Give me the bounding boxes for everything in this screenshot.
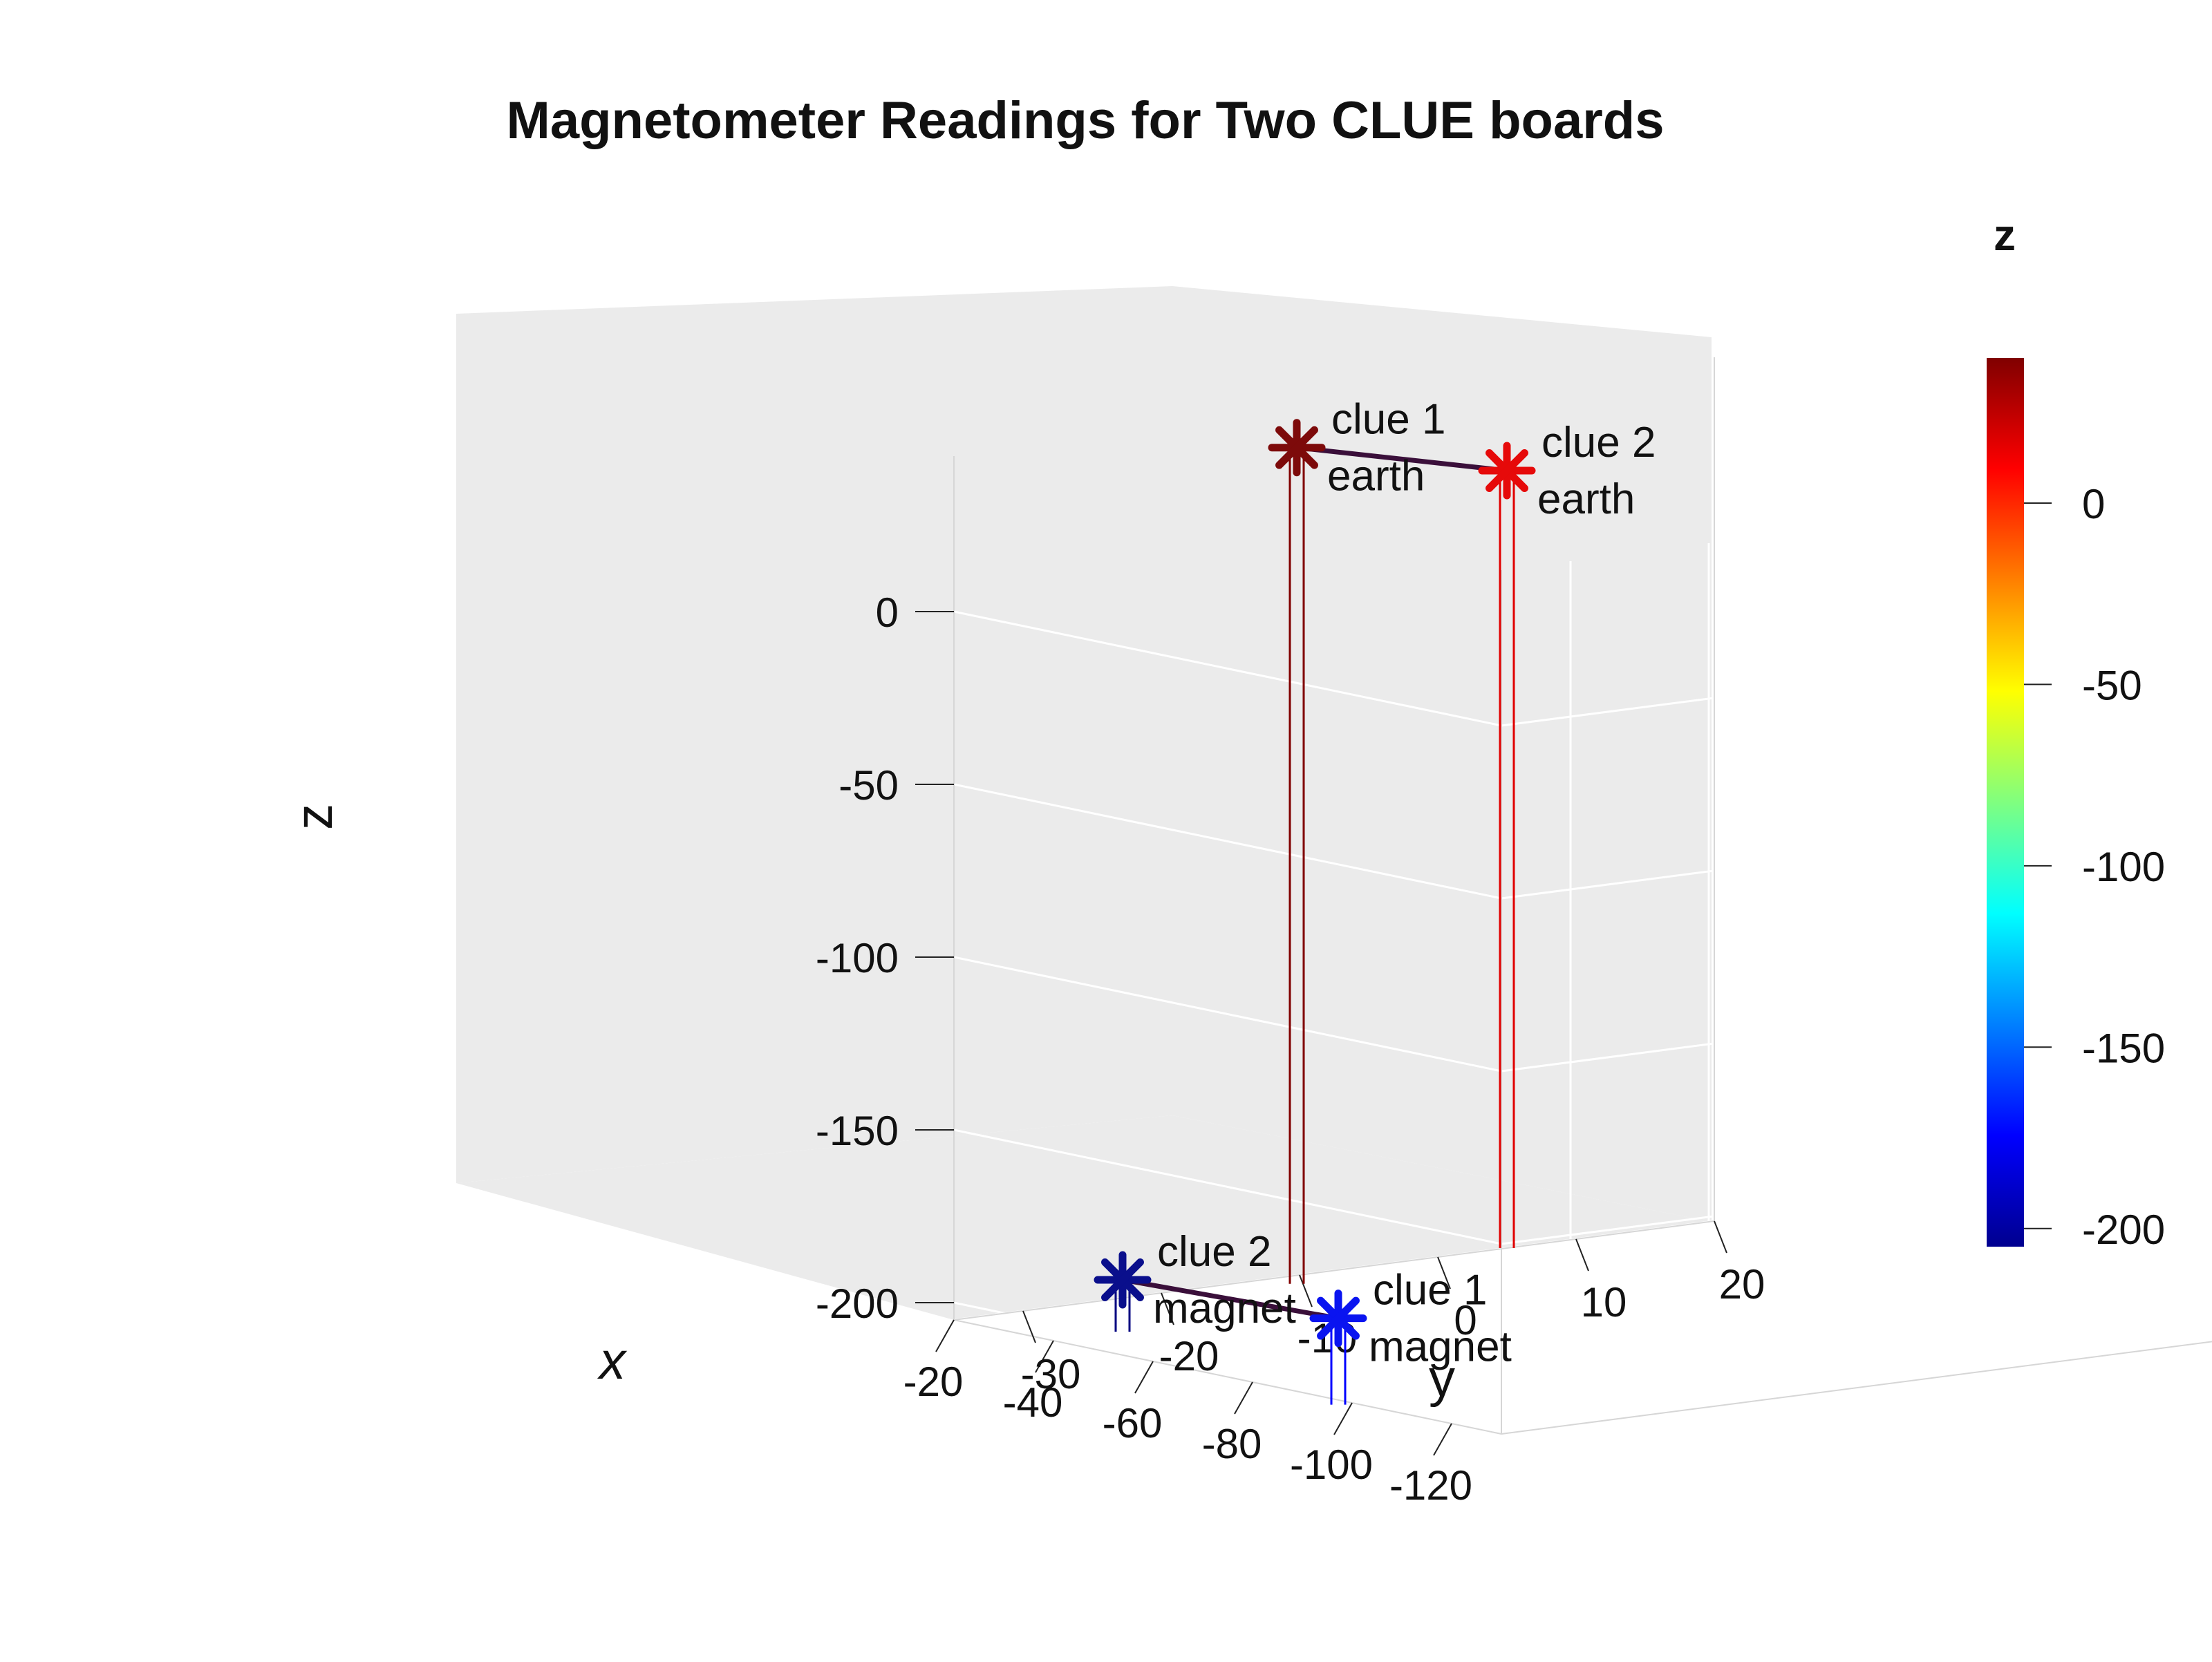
y-tick (1437, 1256, 1451, 1290)
axis-edge (953, 1319, 1502, 1435)
x-tick (1234, 1381, 1253, 1415)
x-tick (1333, 1402, 1353, 1435)
axis-edge (1501, 1341, 2212, 1435)
point-label: magnet (1369, 1323, 1512, 1371)
grid-line-z (1501, 977, 2212, 1073)
y-tick (1161, 1292, 1174, 1325)
colorbar-ticks: 0 -50 -100 -150 -200 (2024, 481, 2165, 1253)
asterisk-stroke (1101, 1258, 1144, 1301)
plot-panes (456, 286, 1712, 1320)
colorbar-title: z (1994, 210, 2016, 260)
grid-line-x (1053, 1240, 1815, 1342)
y-tick-label: 10 (1581, 1279, 1627, 1325)
point-label: clue 1 (1331, 396, 1445, 444)
x-tick-label: -100 (1290, 1442, 1373, 1488)
grid-line-z (1501, 1150, 2212, 1245)
back-wall-left (456, 286, 1172, 1183)
axis-edge (953, 1220, 1715, 1321)
colorbar-tick-label: 0 (2082, 481, 2105, 527)
point-label: clue 2 (1541, 419, 1656, 466)
grid-line-y (1575, 1238, 2124, 1354)
colorbar-tick-label: -150 (2082, 1025, 2165, 1071)
grid-line-z (953, 1301, 1502, 1418)
grid-line-y (1714, 1220, 2212, 1326)
asterisk-marker (1309, 1290, 1367, 1348)
point-label: earth (1327, 453, 1425, 500)
axes: 0-50-100-150-200-120-100-80-60-40-20 -30-… (816, 357, 2212, 1509)
grid-line-z (953, 956, 1502, 1073)
y-tick (1714, 1220, 1727, 1254)
colorbar-tick-label: -100 (2082, 844, 2165, 890)
grid-line-z (1501, 632, 2212, 727)
x-tick-label: -60 (1103, 1400, 1163, 1446)
point-label: earth (1537, 475, 1635, 523)
z-tick-label: -100 (816, 935, 899, 981)
axis-labels: x y z (285, 804, 1455, 1408)
z-tick-label: -150 (816, 1108, 899, 1154)
colorbar-tick-label: -50 (2082, 662, 2142, 708)
y-tick (1299, 1274, 1313, 1307)
grid-line-y (1022, 1310, 1571, 1426)
asterisk-marker (1478, 442, 1536, 500)
grid-line-y (1161, 1292, 1709, 1408)
asterisk-stroke (1485, 449, 1528, 492)
colorbar: z 0 -50 -100 -150 -200 (1987, 210, 2165, 1253)
grid-line-y (1299, 1274, 1848, 1390)
grid-line-z (953, 783, 1502, 900)
x-tick (1433, 1423, 1452, 1456)
x-axis-label: x (597, 1332, 628, 1390)
z-tick-label: 0 (876, 589, 899, 636)
x-tick (1035, 1340, 1054, 1373)
z-tick-label: -200 (816, 1281, 899, 1327)
grid-line-z (953, 1129, 1502, 1245)
x-tick (935, 1319, 955, 1352)
y-tick-label: -30 (1021, 1351, 1081, 1397)
grid-line-x (1152, 1261, 1914, 1363)
back-wall-right (1172, 286, 1712, 1222)
chart-title: Magnetometer Readings for Two CLUE board… (507, 91, 1665, 150)
grid-line-z (1501, 1323, 2212, 1418)
asterisk-marker (1268, 419, 1326, 477)
grid-line-x (1252, 1282, 2014, 1384)
y-tick-label: 0 (1454, 1297, 1477, 1343)
asterisk-marker (1094, 1251, 1152, 1309)
asterisk-stroke (1275, 426, 1318, 469)
data-marks: clue 1 magnet clue 2 magnet clue 1 earth clue … (1094, 396, 1656, 1405)
x-tick-label: -40 (1003, 1379, 1063, 1426)
y-tick (1022, 1310, 1036, 1343)
y-axis-label: y (1429, 1349, 1455, 1408)
grid-line-z (953, 610, 1502, 727)
point-label: clue 2 (1157, 1228, 1271, 1276)
colorbar-gradient (1987, 358, 2024, 1247)
grid-line-y (1437, 1256, 1986, 1372)
x-tick-label: -20 (903, 1359, 964, 1405)
z-axis-label: z (285, 804, 344, 830)
asterisk-stroke (1317, 1296, 1360, 1340)
connection-line (1296, 445, 1508, 473)
point-label: clue 1 (1373, 1267, 1487, 1314)
x-tick (1134, 1361, 1154, 1394)
z-tick-label: -50 (838, 762, 899, 809)
floor-pane (456, 1115, 1712, 1320)
connection-line (1122, 1277, 1339, 1321)
point-label: magnet (1153, 1285, 1296, 1332)
grid-line-z (1501, 804, 2212, 900)
colorbar-tick-label: -200 (2082, 1207, 2165, 1253)
x-tick-label: -80 (1202, 1421, 1262, 1467)
y-tick-label: 20 (1719, 1261, 1765, 1307)
y-tick (1575, 1238, 1589, 1272)
y-tick-label: -20 (1159, 1333, 1219, 1379)
x-tick-label: -120 (1389, 1462, 1472, 1509)
